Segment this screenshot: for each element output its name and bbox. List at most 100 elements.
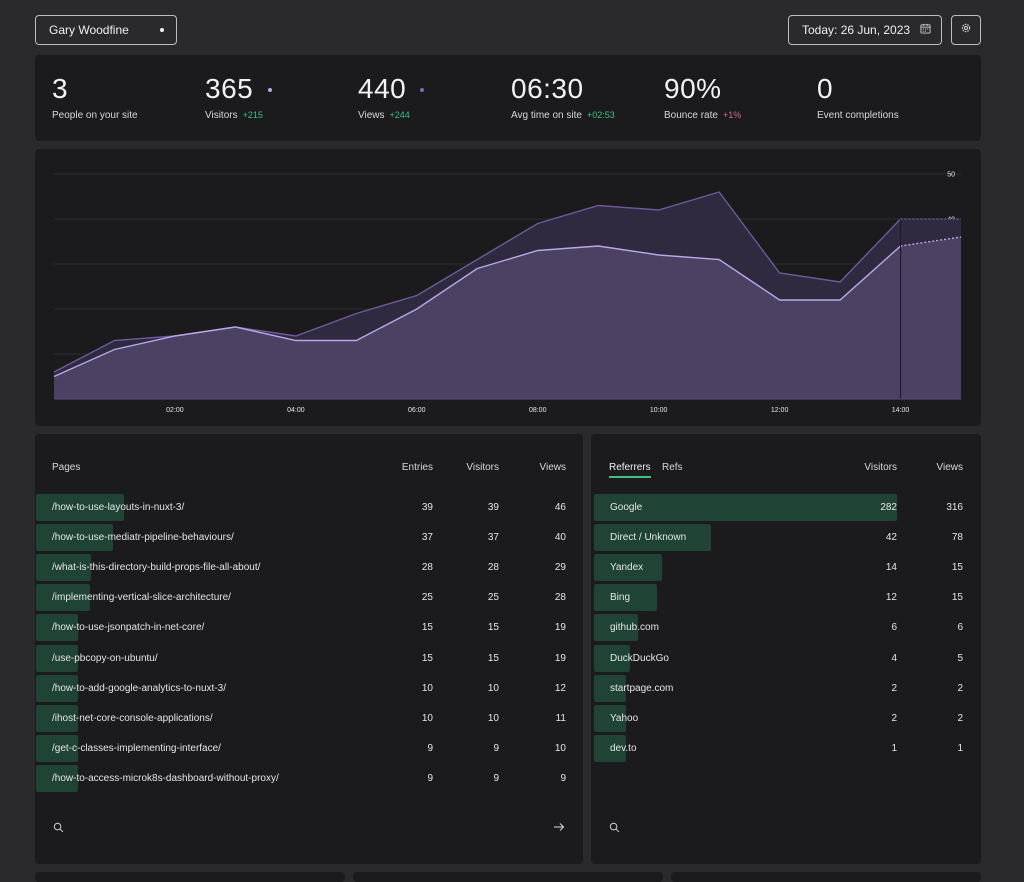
x-tick-label: 04:00 bbox=[287, 407, 305, 414]
referrer-name: dev.to bbox=[610, 743, 637, 754]
page-visitors: 28 bbox=[459, 562, 499, 573]
table-row[interactable]: /implementing-vertical-slice-architectur… bbox=[36, 584, 566, 611]
site-selector[interactable]: Gary Woodfine bbox=[35, 15, 177, 45]
referrer-views: 5 bbox=[923, 653, 963, 664]
stat-value: 440 bbox=[358, 72, 410, 106]
pages-col-entries[interactable]: Entries bbox=[393, 462, 433, 473]
stat-delta: +1% bbox=[723, 110, 741, 120]
arrow-right-icon[interactable] bbox=[551, 819, 567, 835]
page-path: /how-to-access-microk8s-dashboard-withou… bbox=[52, 773, 279, 784]
table-row[interactable]: /how-to-use-mediatr-pipeline-behaviours/… bbox=[36, 524, 566, 551]
calendar-icon bbox=[920, 23, 931, 37]
referrer-views: 1 bbox=[923, 743, 963, 754]
referrer-views: 2 bbox=[923, 713, 963, 724]
stat-delta: +02:53 bbox=[587, 110, 615, 120]
table-row[interactable]: /how-to-access-microk8s-dashboard-withou… bbox=[36, 765, 566, 792]
referrer-visitors: 6 bbox=[857, 622, 897, 633]
visitors-area bbox=[54, 237, 961, 399]
page-path: /how-to-use-jsonpatch-in-net-core/ bbox=[52, 622, 204, 633]
referrer-views: 78 bbox=[923, 532, 963, 543]
referrer-visitors: 1 bbox=[857, 743, 897, 754]
referrer-name: startpage.com bbox=[610, 683, 673, 694]
site-name: Gary Woodfine bbox=[49, 23, 129, 37]
pages-col-visitors[interactable]: Visitors bbox=[459, 462, 499, 473]
table-row[interactable]: /how-to-add-google-analytics-to-nuxt-3/1… bbox=[36, 675, 566, 702]
table-row[interactable]: dev.to 1 1 bbox=[594, 735, 964, 762]
stat-label: Avg time on site bbox=[511, 110, 582, 121]
page-entries: 15 bbox=[393, 622, 433, 633]
referrer-name: github.com bbox=[610, 622, 659, 633]
stat-delta: +244 bbox=[390, 110, 410, 120]
page-views: 12 bbox=[526, 683, 566, 694]
referrer-visitors: 42 bbox=[857, 532, 897, 543]
page-path: /how-to-use-mediatr-pipeline-behaviours/ bbox=[52, 532, 234, 543]
stat-value: 3 bbox=[52, 72, 138, 106]
chart-panel: 102030405002:0004:0006:0008:0010:0012:00… bbox=[35, 149, 981, 426]
referrers-col-visitors[interactable]: Visitors bbox=[857, 462, 897, 473]
page-views: 10 bbox=[526, 743, 566, 754]
referrer-name: Direct / Unknown bbox=[610, 532, 686, 543]
stat-label: Bounce rate bbox=[664, 110, 718, 121]
stat-label: Visitors bbox=[205, 110, 238, 121]
referrer-visitors: 282 bbox=[857, 502, 897, 513]
page-entries: 9 bbox=[393, 743, 433, 754]
page-views: 29 bbox=[526, 562, 566, 573]
stat-visitors[interactable]: 365 Visitors+215 bbox=[205, 72, 263, 121]
stat-views[interactable]: 440 Views+244 bbox=[358, 72, 410, 121]
referrer-visitors: 12 bbox=[857, 592, 897, 603]
page-views: 19 bbox=[526, 653, 566, 664]
page-visitors: 39 bbox=[459, 502, 499, 513]
bottom-panel-left bbox=[35, 872, 345, 882]
views-series-dot-icon bbox=[420, 88, 424, 92]
page-path: /use-pbcopy-on-ubuntu/ bbox=[52, 653, 158, 664]
search-icon[interactable] bbox=[606, 819, 622, 835]
stat-avg-time: 06:30 Avg time on site +02:53 bbox=[511, 72, 615, 121]
tab-refs[interactable]: Refs bbox=[662, 462, 683, 473]
pages-col-views[interactable]: Views bbox=[526, 462, 566, 473]
stat-live-people: 3 People on your site bbox=[52, 72, 138, 121]
page-path: /ihost-net-core-console-applications/ bbox=[52, 713, 213, 724]
live-dot-icon bbox=[160, 28, 164, 32]
referrer-visitors: 2 bbox=[857, 683, 897, 694]
page-views: 28 bbox=[526, 592, 566, 603]
traffic-chart[interactable]: 102030405002:0004:0006:0008:0010:0012:00… bbox=[35, 149, 981, 426]
referrers-col-views[interactable]: Views bbox=[923, 462, 963, 473]
tab-referrers-label: Referrers bbox=[609, 462, 651, 478]
page-path: /how-to-use-layouts-in-nuxt-3/ bbox=[52, 502, 184, 513]
referrer-views: 15 bbox=[923, 592, 963, 603]
page-entries: 15 bbox=[393, 653, 433, 664]
stat-label: People on your site bbox=[52, 110, 138, 121]
date-picker-button[interactable]: Today: 26 Jun, 2023 bbox=[788, 15, 942, 45]
page-views: 46 bbox=[526, 502, 566, 513]
page-views: 40 bbox=[526, 532, 566, 543]
tab-referrers[interactable]: Referrers bbox=[609, 462, 651, 473]
search-icon[interactable] bbox=[50, 819, 66, 835]
page-entries: 37 bbox=[393, 532, 433, 543]
page-visitors: 15 bbox=[459, 622, 499, 633]
stat-delta: +215 bbox=[243, 110, 263, 120]
stat-value: 90% bbox=[664, 72, 741, 106]
x-tick-label: 12:00 bbox=[771, 407, 789, 414]
pages-title: Pages bbox=[52, 462, 80, 473]
referrer-views: 15 bbox=[923, 562, 963, 573]
settings-button[interactable] bbox=[951, 15, 981, 45]
stat-value: 06:30 bbox=[511, 72, 615, 106]
page-visitors: 9 bbox=[459, 743, 499, 754]
page-path: /implementing-vertical-slice-architectur… bbox=[52, 592, 231, 603]
table-row[interactable]: /what-is-this-directory-build-props-file… bbox=[36, 554, 566, 581]
table-row[interactable]: Direct / Unknown 42 78 bbox=[594, 524, 964, 551]
stat-event-completions: 0 Event completions bbox=[817, 72, 899, 121]
referrer-name: Yahoo bbox=[610, 713, 638, 724]
